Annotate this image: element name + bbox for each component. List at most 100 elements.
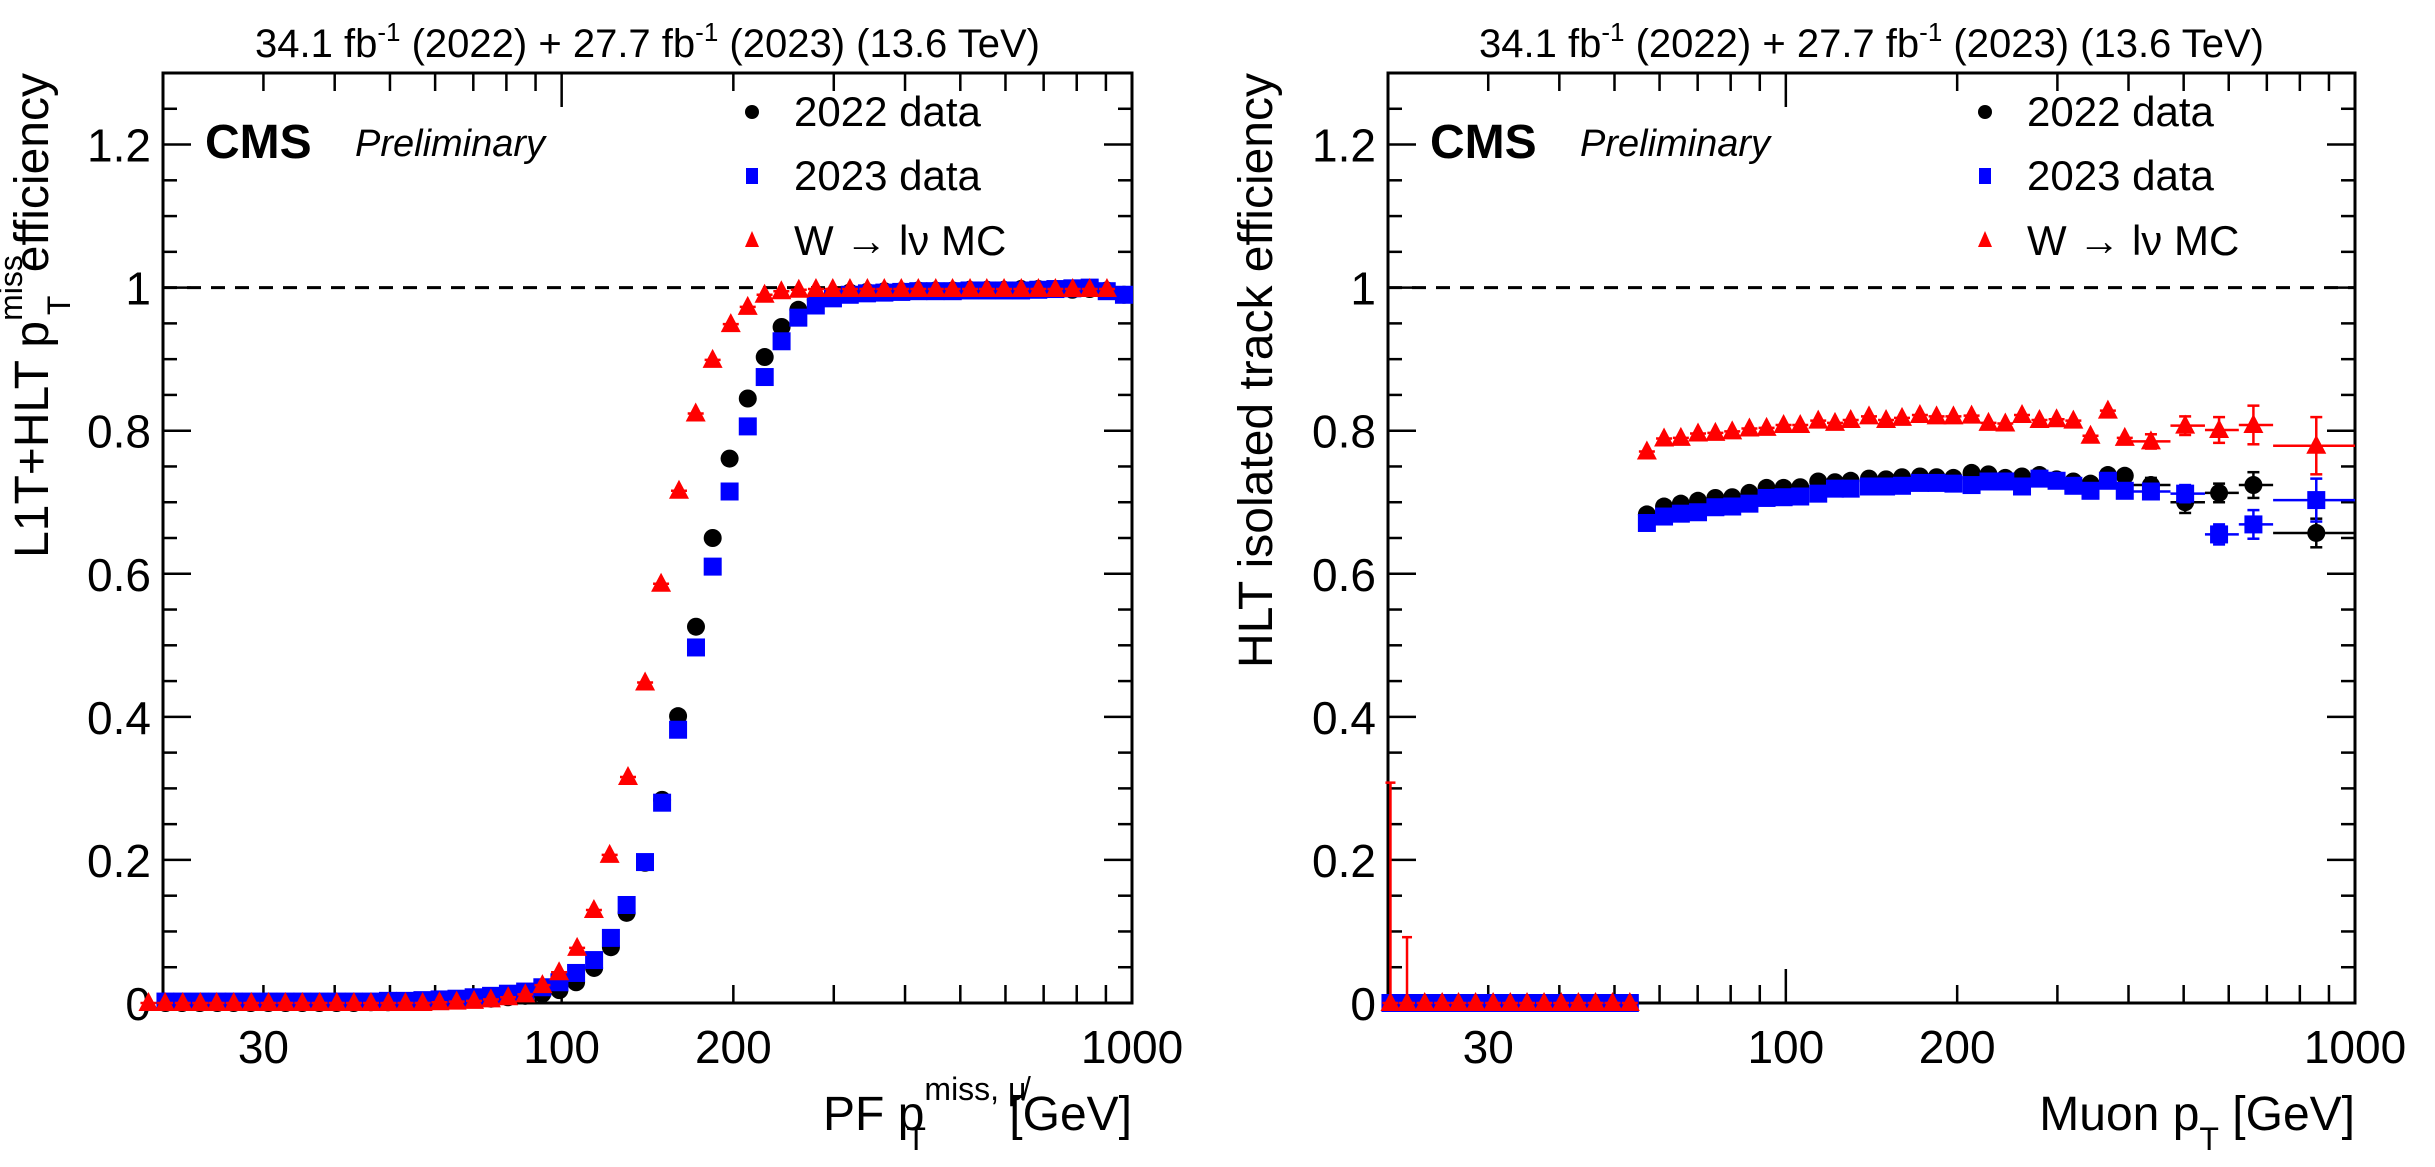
data-point-triangle <box>1028 278 1049 298</box>
data-point-triangle <box>635 671 656 691</box>
data-point-triangle <box>2012 403 2033 423</box>
y-tick-label: 0.8 <box>87 406 151 458</box>
data-point-square <box>2176 484 2195 503</box>
data-point-triangle <box>2140 430 2161 450</box>
data-point-triangle <box>1500 992 1521 1011</box>
data-point-triangle <box>1432 992 1453 1011</box>
data-point-triangle <box>464 989 485 1009</box>
data-point-circle <box>738 389 757 408</box>
data-point-triangle <box>788 278 809 298</box>
legend-entry: 2022 data <box>794 88 981 135</box>
data-point-triangle <box>446 990 467 1010</box>
data-point-circle <box>2210 483 2229 502</box>
data-point-square <box>2030 469 2049 488</box>
data-point-square <box>738 417 757 436</box>
data-point-square <box>1825 479 1844 498</box>
data-point-square <box>789 308 808 327</box>
luminosity-header: 34.1 fb-1 (2022) + 27.7 fb-1 (2023) (13.… <box>1479 17 2264 66</box>
data-point-square <box>567 963 586 982</box>
data-point-square <box>2098 471 2117 490</box>
x-axis-title-text: PF p <box>823 1088 924 1141</box>
y-tick-label: 0.6 <box>1312 549 1376 601</box>
y-axis-title-sub: T <box>41 296 77 316</box>
data-point-triangle <box>668 479 689 499</box>
y-axis-title: HLT isolated track efficiency <box>1230 73 1283 668</box>
y-tick-label: 0.8 <box>1312 406 1376 458</box>
data-point-square <box>1979 472 1998 491</box>
data-point-square <box>2244 515 2263 534</box>
y-tick-label: 1.2 <box>87 120 151 172</box>
y-tick-label: 1 <box>1350 263 1376 315</box>
data-point-triangle <box>241 992 262 1011</box>
data-point-triangle <box>754 283 775 303</box>
right-panel-isolated-track-efficiency: 34.1 fb-1 (2022) + 27.7 fb-1 (2023) (13.… <box>1230 17 2406 1157</box>
data-point-triangle <box>599 843 620 863</box>
data-point-square <box>1910 473 1929 492</box>
data-point-circle <box>720 449 739 468</box>
x-axis-title-text: Muon p <box>2039 1088 2199 1141</box>
y-tick-label: 0 <box>1350 978 1376 1030</box>
legend-marker-circle <box>745 105 759 119</box>
data-point-triangle <box>925 278 946 298</box>
header-superscript: -1 <box>1919 17 1942 47</box>
data-point-triangle <box>1062 278 1083 298</box>
y-tick-label: 0.4 <box>1312 692 1376 744</box>
data-point-triangle <box>1079 278 1100 298</box>
data-point-triangle <box>1551 992 1572 1011</box>
data-point-circle <box>686 617 705 636</box>
data-point-triangle <box>378 992 399 1011</box>
data-point-square <box>2307 491 2326 510</box>
data-point-square <box>1757 488 1776 507</box>
data-point-square <box>1841 479 1860 498</box>
y-tick-label: 0.4 <box>87 692 151 744</box>
data-point-triangle <box>1654 427 1675 447</box>
y-tick-label: 1.2 <box>1312 120 1376 172</box>
data-point-triangle <box>1688 422 1709 442</box>
data-point-triangle <box>1636 440 1657 460</box>
data-point-triangle <box>1448 992 1469 1011</box>
data-point-square <box>2141 482 2160 501</box>
data-point-triangle <box>960 278 981 298</box>
x-axis-title-sub: T <box>906 1121 926 1157</box>
data-point-square <box>755 368 774 387</box>
data-point-square <box>635 853 654 872</box>
data-point-triangle <box>737 295 758 315</box>
data-point-square <box>617 895 636 914</box>
data-point-triangle <box>857 278 878 298</box>
data-point-square <box>2210 525 2229 544</box>
data-point-triangle <box>1414 992 1435 1011</box>
data-point-triangle <box>155 992 176 1011</box>
data-point-square <box>1944 474 1963 493</box>
cms-label: CMS <box>205 116 312 169</box>
data-point-square <box>1860 477 1879 496</box>
data-point-square <box>1706 498 1725 517</box>
x-axis-title: PF pmiss, μ̸ T [GeV] <box>823 1071 1132 1157</box>
data-point-square <box>2047 471 2066 490</box>
data-point-square <box>669 720 688 739</box>
data-point-circle <box>2115 466 2134 485</box>
y-tick-label: 0.2 <box>1312 835 1376 887</box>
header-superscript: -1 <box>377 17 400 47</box>
data-point-square <box>772 332 791 351</box>
header-text: 34.1 fb <box>1479 22 1601 66</box>
data-point-triangle <box>567 936 588 956</box>
legend-marker-square <box>1979 168 1991 184</box>
data-point-triangle <box>1756 416 1777 436</box>
data-point-triangle <box>309 992 330 1011</box>
y-axis-title-text: L1T+HLT p <box>6 321 59 558</box>
data-point-triangle <box>1585 992 1606 1011</box>
data-point-triangle <box>480 988 501 1008</box>
data-point-triangle <box>292 992 313 1011</box>
data-point-circle <box>2307 523 2326 542</box>
data-point-triangle <box>1705 421 1726 441</box>
y-axis-title-text: HLT isolated track efficiency <box>1230 73 1283 668</box>
header-text: (2023) (13.6 TeV) <box>1942 22 2264 66</box>
data-point-triangle <box>1995 412 2016 432</box>
data-point-square <box>1809 484 1828 503</box>
x-axis-title: Muon pT [GeV] <box>2039 1088 2355 1157</box>
data-point-square <box>2115 481 2134 500</box>
data-point-square <box>1877 477 1896 496</box>
header-superscript: -1 <box>695 17 718 47</box>
data-point-triangle <box>412 992 433 1011</box>
